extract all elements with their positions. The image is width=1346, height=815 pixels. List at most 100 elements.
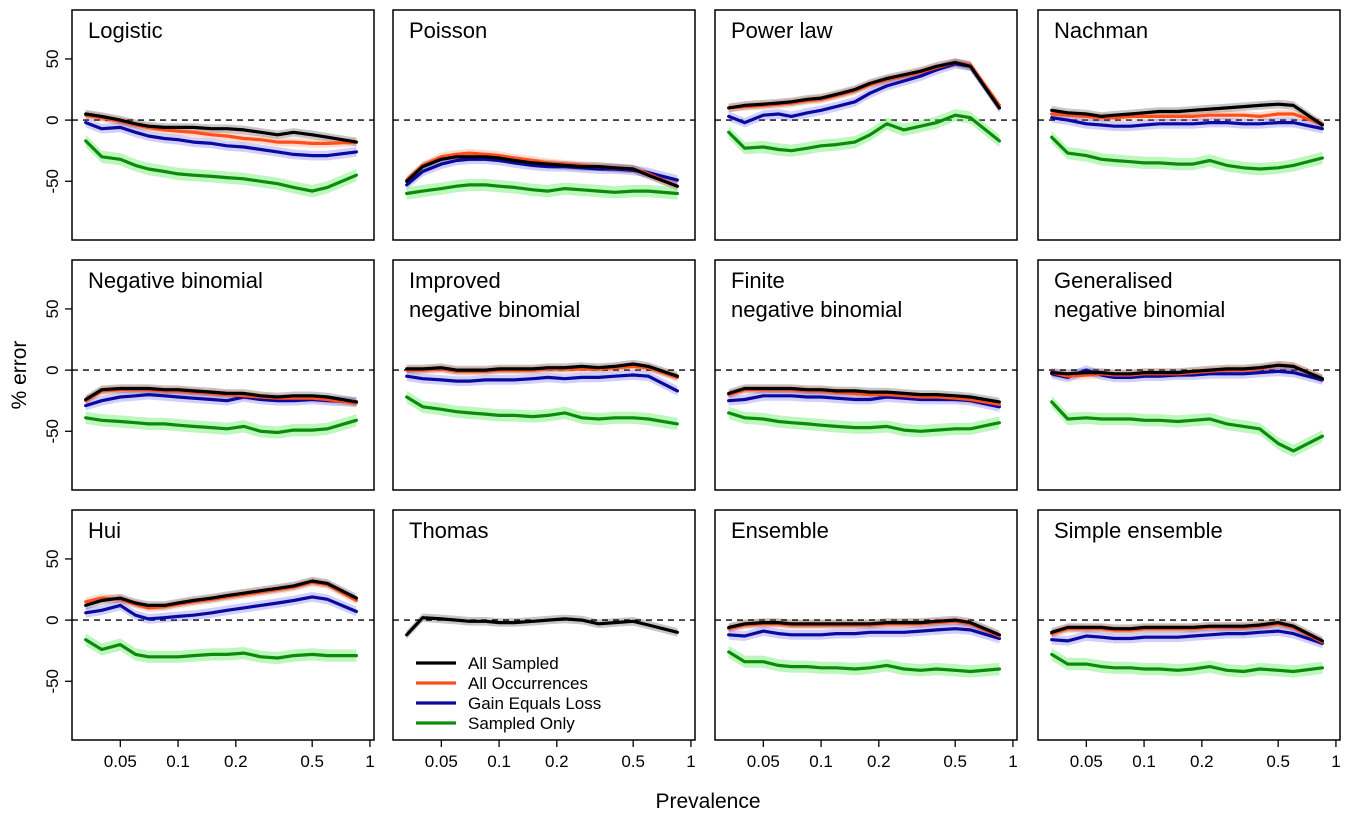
panel-7: Finite negative binomial [714, 259, 1018, 491]
x-tick-label: 0.05 [1070, 752, 1103, 771]
panel-frame [714, 509, 1018, 741]
series-line-sampled-only [1050, 135, 1325, 171]
ci-band-sampled-only [85, 134, 357, 198]
x-tick-label: 0.1 [487, 752, 511, 771]
x-tick-label: 0.5 [300, 752, 324, 771]
x-tick-label: 0.1 [809, 752, 833, 771]
series-line-all-sampled [727, 60, 1002, 110]
ci-band-gain-equals-loss [406, 154, 678, 190]
panel-frame [714, 259, 1018, 491]
series-line-sampled-only [84, 139, 358, 193]
panel-frame [392, 509, 696, 741]
series-line-gain-equals-loss [84, 120, 358, 158]
panel-frame [1037, 509, 1341, 741]
panel-2: Poisson [392, 9, 696, 241]
legend-label: All Occurrences [468, 674, 588, 693]
panel-title: Poisson [409, 18, 487, 43]
series-line-sampled-only [1050, 652, 1325, 674]
series-line-gain-equals-loss [405, 373, 680, 393]
legend-label: Gain Equals Loss [468, 694, 601, 713]
series-line-all-sampled [84, 386, 358, 404]
panel-title: Finite negative binomial [731, 268, 902, 322]
series-line-gain-equals-loss [1050, 116, 1325, 131]
x-tick-label: 0.2 [545, 752, 569, 771]
series-line-sampled-only [1050, 400, 1325, 453]
y-tick-label: -50 [43, 419, 62, 444]
series-line-sampled-only [405, 395, 680, 426]
y-tick-label: 0 [43, 115, 62, 124]
series-line-sampled-only [84, 416, 358, 435]
x-tick-label: 0.05 [425, 752, 458, 771]
panel-4: Nachman [1037, 9, 1341, 241]
series-line-sampled-only [727, 113, 1002, 153]
series-line-gain-equals-loss [727, 62, 1002, 125]
x-tick-label: 1 [1008, 752, 1017, 771]
y-tick-label: -50 [43, 169, 62, 194]
y-tick-label: 0 [43, 365, 62, 374]
panel-9: Hui -50 0 50 0.05 0.1 0.2 0.5 1 [43, 509, 375, 771]
plot-area [1038, 618, 1340, 678]
ci-band-all-sampled [406, 613, 678, 640]
panel-title: Generalised negative binomial [1054, 268, 1225, 322]
ci-band-sampled-only [85, 411, 357, 439]
ci-band-sampled-only [406, 390, 678, 431]
ci-band-gain-equals-loss [85, 117, 357, 161]
panel-grid: Logistic -50 0 50 Poisson Power law Nachman Neg… [43, 9, 1341, 771]
x-tick-label: 0.5 [1266, 752, 1290, 771]
plot-area [1038, 99, 1340, 176]
x-tick-label: 1 [365, 752, 374, 771]
x-tick-label: 0.2 [224, 752, 248, 771]
series-line-sampled-only [405, 183, 680, 196]
x-tick-label: 0.5 [621, 752, 645, 771]
y-tick-label: -50 [43, 669, 62, 694]
ci-band-sampled-only [728, 109, 1000, 157]
panel-5: Negative binomial -50 0 50 [43, 259, 375, 491]
panel-6: Improved negative binomial [392, 259, 696, 491]
y-axis-title: % error [8, 341, 31, 410]
ci-band-sampled-only [728, 406, 1000, 438]
panel-title: Power law [731, 18, 833, 43]
x-tick-label: 0.2 [867, 752, 891, 771]
panel-frame [392, 9, 696, 241]
panel-title: Improved negative binomial [409, 268, 580, 322]
legend-label: All Sampled [468, 654, 559, 673]
plot-area [715, 615, 1017, 678]
series-line-all-occurrences [1050, 112, 1325, 126]
panel-frame [71, 509, 375, 741]
plot-area [715, 58, 1017, 157]
y-tick-label: 50 [43, 49, 62, 68]
series-line-all-sampled [405, 616, 680, 637]
x-tick-label: 0.05 [104, 752, 137, 771]
y-tick-label: 0 [43, 615, 62, 624]
series-line-sampled-only [84, 638, 358, 660]
panel-title: Simple ensemble [1054, 518, 1223, 543]
x-axis-title: Prevalence [655, 790, 760, 813]
panel-frame [392, 259, 696, 491]
series-line-gain-equals-loss [84, 393, 358, 408]
x-tick-label: 1 [686, 752, 695, 771]
panel-frame [71, 259, 375, 491]
legend-label: Sampled Only [468, 714, 575, 733]
ci-band-sampled-only [1051, 648, 1323, 678]
ci-band-sampled-only [1051, 395, 1323, 457]
x-tick-label: 0.5 [943, 752, 967, 771]
series-line-all-sampled [405, 155, 680, 188]
series-line-all-sampled [84, 579, 358, 608]
series-line-sampled-only [727, 650, 1002, 674]
panel-8: Generalised negative binomial [1037, 259, 1341, 491]
ci-band-all-sampled [406, 152, 678, 191]
plot-area [72, 369, 374, 439]
series-line-gain-equals-loss [727, 627, 1002, 641]
plot-area [72, 576, 374, 665]
panel-title: Negative binomial [88, 268, 263, 293]
plot-area [715, 369, 1017, 438]
series-line-all-sampled [1050, 102, 1325, 127]
panel-title: Logistic [88, 18, 163, 43]
plot-area [393, 613, 695, 640]
panel-1: Logistic -50 0 50 [43, 9, 375, 241]
series-line-all-sampled [727, 618, 1002, 637]
series-line-all-sampled [405, 362, 680, 378]
y-tick-label: 50 [43, 549, 62, 568]
panel-frame [71, 9, 375, 241]
